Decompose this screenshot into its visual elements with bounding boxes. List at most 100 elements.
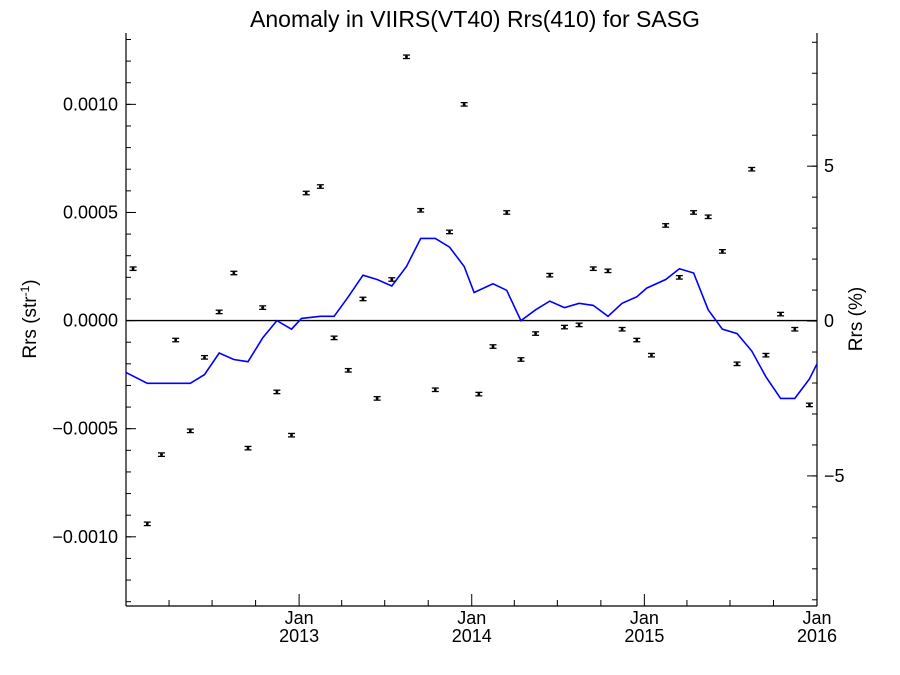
data-point: [589, 266, 597, 272]
data-point: [777, 311, 785, 317]
data-point: [330, 335, 338, 341]
data-point-marker: [332, 336, 336, 340]
left-y-axis-label-close: ): [20, 279, 41, 285]
data-point-marker: [433, 388, 437, 392]
data-point: [417, 207, 425, 213]
data-point-marker: [620, 327, 624, 331]
data-point-marker: [290, 433, 293, 437]
data-point-marker: [361, 297, 365, 301]
left-y-ticks: 0.0010 0.0005 0.0000 −0.0005 −0.0010: [52, 38, 136, 603]
data-point-marker: [318, 185, 322, 188]
data-point-marker: [275, 390, 279, 394]
data-point-marker: [735, 362, 739, 366]
data-point: [675, 274, 683, 280]
left-y-axis-label-superscript: -1: [18, 285, 32, 296]
left-y-tick-label: −0.0005: [52, 419, 118, 439]
data-point-marker: [750, 167, 754, 171]
data-point: [762, 352, 770, 358]
data-point: [805, 402, 813, 408]
data-point: [259, 305, 267, 310]
data-point-marker: [304, 191, 308, 195]
data-point: [489, 344, 497, 349]
data-point-marker: [505, 211, 509, 214]
data-point-marker: [591, 267, 595, 271]
x-tick-year-label: 2013: [279, 626, 319, 646]
data-point-marker: [145, 522, 149, 526]
data-point: [244, 445, 252, 451]
x-tick-year-label: 2016: [797, 626, 837, 646]
data-point-marker: [808, 403, 811, 407]
data-point: [503, 210, 511, 215]
data-point: [546, 272, 554, 278]
data-point: [157, 452, 165, 458]
data-point: [532, 331, 540, 336]
data-point: [604, 268, 612, 274]
data-point-marker: [419, 208, 423, 212]
data-point-marker: [664, 224, 668, 227]
data-point-marker: [764, 353, 768, 357]
data-point: [143, 521, 151, 527]
data-point-marker: [217, 310, 221, 314]
left-y-axis-label-text: Rrs (str: [20, 296, 41, 359]
data-point: [316, 184, 324, 189]
data-point-marker: [519, 358, 523, 361]
left-y-axis-label: Rrs (str-1): [18, 279, 41, 358]
data-point-marker: [477, 392, 481, 396]
data-point-marker: [160, 453, 163, 457]
data-point: [475, 391, 483, 397]
right-y-tick-label: 0: [824, 311, 834, 331]
left-y-tick-label: 0.0005: [63, 202, 118, 222]
data-point-marker: [779, 312, 782, 316]
data-point-marker: [577, 323, 581, 327]
x-tick-year-label: 2014: [452, 626, 492, 646]
data-point: [129, 266, 137, 272]
data-point-marker: [131, 267, 135, 271]
data-point: [288, 432, 296, 438]
data-point: [662, 223, 670, 228]
data-point-marker: [650, 353, 653, 357]
data-point: [215, 309, 223, 315]
anomaly-points: [129, 54, 813, 527]
data-point-marker: [548, 273, 552, 277]
data-point: [230, 270, 238, 276]
data-point-marker: [448, 230, 451, 234]
left-y-tick-label: 0.0000: [63, 311, 118, 331]
data-point: [647, 352, 655, 358]
data-point: [633, 337, 641, 343]
data-point-marker: [563, 325, 566, 329]
data-point: [690, 210, 698, 215]
data-point-marker: [534, 332, 537, 335]
data-point-marker: [232, 271, 236, 275]
data-point: [273, 389, 281, 395]
data-point: [575, 322, 583, 328]
data-point-marker: [491, 345, 495, 348]
right-y-ticks: 5 0 −5: [807, 41, 845, 601]
right-y-tick-label: −5: [824, 466, 845, 486]
data-point-marker: [261, 306, 265, 310]
data-point-marker: [405, 55, 408, 59]
data-point-marker: [635, 338, 639, 342]
data-point: [517, 357, 525, 362]
x-tick-month-label: Jan: [457, 608, 486, 628]
data-point: [201, 354, 209, 360]
data-point: [446, 229, 454, 235]
data-point-marker: [706, 215, 710, 219]
data-point-marker: [793, 327, 797, 331]
data-point: [373, 396, 381, 401]
data-point: [791, 326, 799, 332]
data-point-marker: [246, 446, 250, 450]
left-y-tick-label: −0.0010: [52, 527, 118, 547]
data-point-marker: [721, 249, 724, 253]
data-point: [388, 277, 396, 282]
data-point: [748, 166, 756, 172]
right-y-tick-label: 5: [824, 156, 834, 176]
data-point: [431, 387, 439, 393]
x-tick-month-label: Jan: [630, 608, 659, 628]
data-point: [733, 361, 741, 367]
data-point-marker: [346, 368, 350, 372]
data-point: [618, 326, 626, 332]
data-point: [186, 428, 194, 434]
x-tick-month-label: Jan: [802, 608, 831, 628]
